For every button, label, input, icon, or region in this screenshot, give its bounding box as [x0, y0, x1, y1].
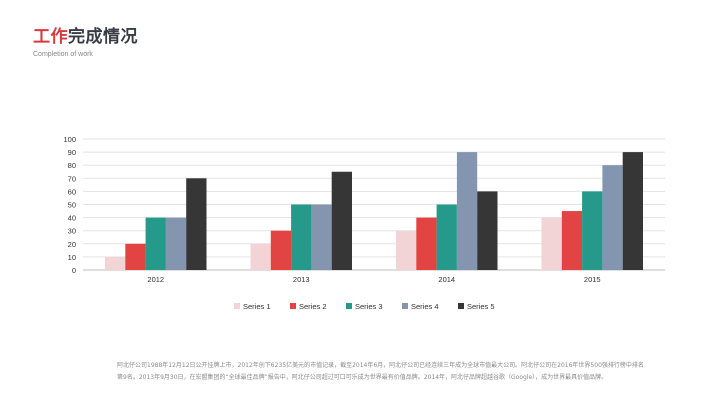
y-tick-label: 10 — [68, 253, 76, 262]
title-highlight: 工作 — [33, 27, 68, 47]
legend-swatch — [346, 303, 352, 309]
y-tick-label: 20 — [68, 240, 76, 249]
bar-series-1-2012 — [105, 256, 126, 270]
page-subtitle: Completion of work — [33, 51, 93, 58]
legend-swatch — [458, 303, 464, 309]
footer-line-1: 阿北仔公司1988年12月12日公开挂牌上市，2012年创下6235亿美元的市值… — [117, 362, 644, 369]
y-tick-label: 30 — [68, 227, 76, 236]
y-tick-label: 0 — [72, 266, 76, 275]
bar-series-5-2012 — [186, 178, 207, 270]
bar-series-2-2014 — [416, 217, 437, 270]
bar-series-1-2015 — [541, 217, 562, 270]
bar-series-4-2013 — [311, 204, 332, 270]
legend-label: Series 2 — [299, 302, 327, 311]
y-tick-label: 40 — [68, 214, 76, 223]
title-rest: 完成情况 — [68, 27, 138, 47]
legend-swatch — [290, 303, 296, 309]
bar-series-3-2014 — [436, 204, 457, 270]
legend-label: Series 5 — [467, 302, 495, 311]
y-tick-label: 50 — [68, 201, 76, 210]
y-tick-label: 70 — [68, 174, 76, 183]
legend-label: Series 3 — [355, 302, 383, 311]
bar-series-2-2015 — [561, 211, 583, 270]
bar-series-2-2013 — [270, 230, 292, 270]
y-tick-label: 90 — [68, 148, 76, 157]
bar-series-4-2014 — [456, 152, 478, 270]
legend-label: Series 1 — [243, 302, 271, 311]
bar-series-3-2012 — [145, 217, 166, 270]
bar-series-3-2015 — [582, 191, 603, 270]
x-tick-label: 2014 — [438, 275, 455, 284]
x-tick-label: 2015 — [584, 275, 601, 284]
bar-series-1-2013 — [250, 243, 271, 270]
legend-swatch — [402, 303, 408, 309]
bar-series-4-2012 — [165, 217, 187, 270]
bar-series-5-2013 — [331, 171, 352, 270]
x-tick-label: 2012 — [147, 275, 164, 284]
y-tick-label: 80 — [68, 161, 76, 170]
page-title: 工作完成情况 — [33, 27, 138, 47]
footer-line-2: 第9名。2013年9月30日，在宏盟集团的“全球最佳品牌”报告中，阿北仔公司超过… — [117, 374, 608, 381]
bar-series-2-2012 — [125, 243, 146, 270]
bar-series-5-2014 — [477, 191, 498, 270]
y-tick-label: 60 — [68, 187, 76, 196]
footer-text: 阿北仔公司1988年12月12日公开挂牌上市，2012年创下6235亿美元的市值… — [117, 360, 644, 384]
bar-series-1-2014 — [396, 230, 417, 270]
y-tick-label: 100 — [63, 135, 76, 144]
bar-series-3-2013 — [291, 204, 312, 270]
legend-swatch — [234, 303, 240, 309]
legend-label: Series 4 — [411, 302, 439, 311]
bar-series-4-2015 — [602, 165, 623, 270]
bar-series-5-2015 — [622, 152, 643, 270]
x-tick-label: 2013 — [293, 275, 310, 284]
